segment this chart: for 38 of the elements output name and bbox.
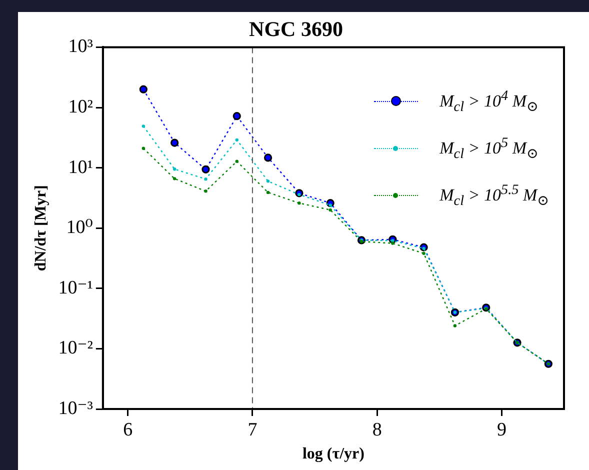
y-tick-label: 10⁻¹ — [58, 277, 94, 298]
legend-label: M$_{cl}$ > 10$^{5}$ M$_{⊙}$ — [440, 134, 538, 164]
point — [139, 85, 148, 94]
y-tick-label: 10⁰ — [66, 217, 94, 238]
x-tick-label: 8 — [372, 419, 382, 440]
point — [172, 168, 176, 171]
x-axis-title: log (τ/yr) — [302, 446, 364, 463]
x-tick-label: 7 — [248, 419, 258, 440]
point — [232, 112, 241, 120]
y-axis-title: dN/dτ [Myr] — [32, 185, 50, 272]
legend-label: M$_{cl}$ > 10$^{5.5}$ M$_{⊙}$ — [440, 181, 549, 212]
point — [235, 138, 238, 142]
y-tick-label: 10⁻³ — [58, 398, 94, 419]
point — [235, 160, 238, 163]
legend-label: M$_{cl}$ > 10$^{4}$ M$_{⊙}$ — [440, 87, 538, 118]
point — [202, 165, 210, 174]
point — [204, 177, 208, 181]
y-tick-label: 10³ — [68, 36, 94, 58]
point — [172, 177, 176, 180]
point — [142, 146, 146, 150]
point — [266, 190, 270, 194]
point — [328, 204, 332, 207]
point — [391, 242, 394, 245]
x-tick-label: 6 — [123, 419, 133, 440]
point — [328, 208, 332, 212]
point — [266, 180, 270, 183]
point — [142, 124, 146, 128]
y-tick-label: 10⁻² — [58, 338, 94, 359]
point — [298, 201, 301, 205]
x-tick-label: 9 — [496, 419, 506, 440]
chart-title: NGC 3690 — [249, 17, 343, 42]
y-tick-label: 10² — [68, 96, 94, 118]
point — [422, 252, 426, 256]
y-tick-label: 10¹ — [68, 156, 94, 178]
point — [453, 324, 457, 328]
point — [170, 138, 179, 147]
point — [204, 190, 208, 193]
point — [264, 154, 272, 162]
